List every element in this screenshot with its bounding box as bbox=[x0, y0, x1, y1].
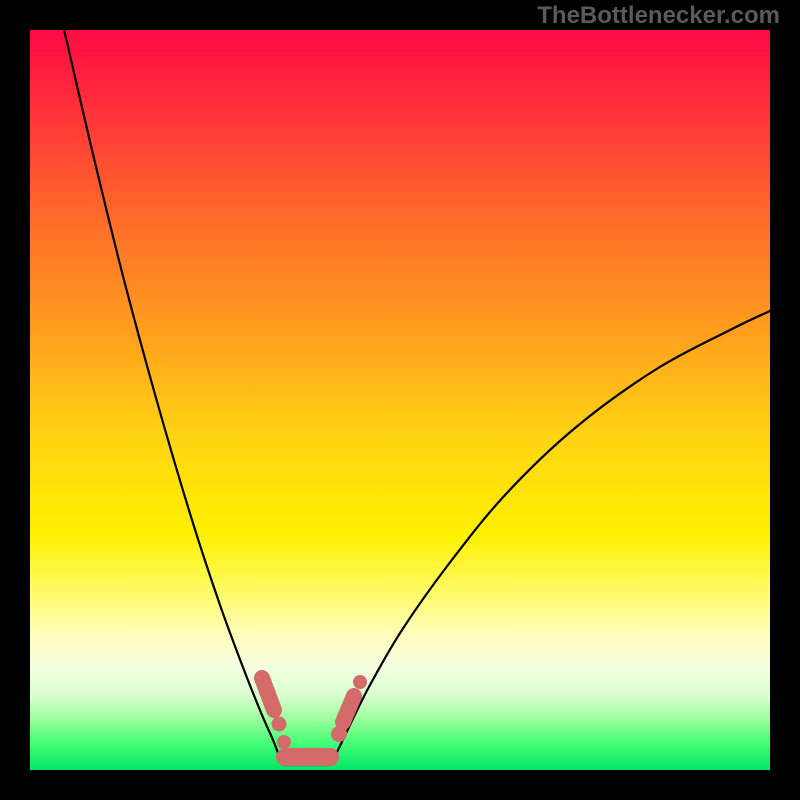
marker-pill bbox=[343, 696, 354, 722]
marker-dot bbox=[272, 717, 287, 732]
chart-svg bbox=[30, 30, 770, 770]
figure-container: TheBottlenecker.com bbox=[0, 0, 800, 800]
marker-dot bbox=[353, 675, 367, 689]
gradient-background bbox=[30, 30, 770, 770]
marker-pill bbox=[262, 678, 274, 710]
marker-dot bbox=[277, 735, 291, 749]
watermark-text: TheBottlenecker.com bbox=[537, 2, 780, 30]
plot-area bbox=[30, 30, 770, 770]
